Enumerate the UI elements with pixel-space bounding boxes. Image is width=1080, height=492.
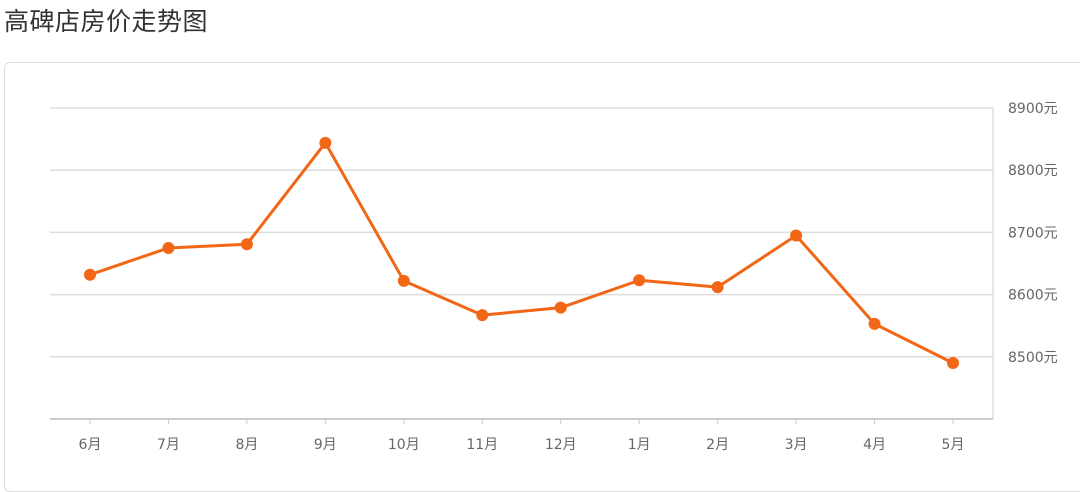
x-tick-label: 8月 [235, 437, 258, 453]
data-point [554, 301, 567, 314]
y-tick-label: 8500元 [1008, 350, 1058, 366]
series-line [89, 141, 954, 365]
data-point [790, 229, 803, 242]
y-tick-label: 8900元 [1008, 101, 1058, 117]
y-tick-label: 8800元 [1008, 163, 1058, 179]
data-point [633, 274, 646, 287]
data-point [84, 268, 96, 281]
price-trend-chart: 8500元 8600元 8700元 8800元 8900元 6月 7月 8月 9月 10月 11月 1… [50, 101, 1058, 453]
y-tick-label: 8700元 [1008, 225, 1058, 241]
data-point [397, 274, 410, 287]
chart-title: 高碑店房价走势图 [4, 7, 209, 36]
x-tick-label: 9月 [314, 437, 337, 453]
x-tick-label: 10月 [388, 437, 420, 453]
y-tick-label: 8600元 [1008, 288, 1058, 304]
data-point [476, 309, 489, 322]
data-point [319, 136, 332, 149]
x-tick-label: 12月 [545, 437, 577, 453]
x-tick-label: 6月 [79, 437, 102, 453]
data-point [240, 238, 253, 251]
x-tick-label: 2月 [706, 437, 729, 453]
data-point [162, 241, 175, 254]
x-tick-label: 3月 [785, 437, 808, 453]
x-tick-label: 5月 [942, 437, 965, 453]
x-tick-label: 4月 [863, 437, 886, 453]
data-point [711, 281, 724, 294]
x-tick-label: 11月 [466, 437, 498, 453]
data-point [947, 357, 959, 370]
x-tick-label: 7月 [157, 437, 180, 453]
x-tick-label: 1月 [628, 437, 651, 453]
data-point [868, 317, 881, 330]
